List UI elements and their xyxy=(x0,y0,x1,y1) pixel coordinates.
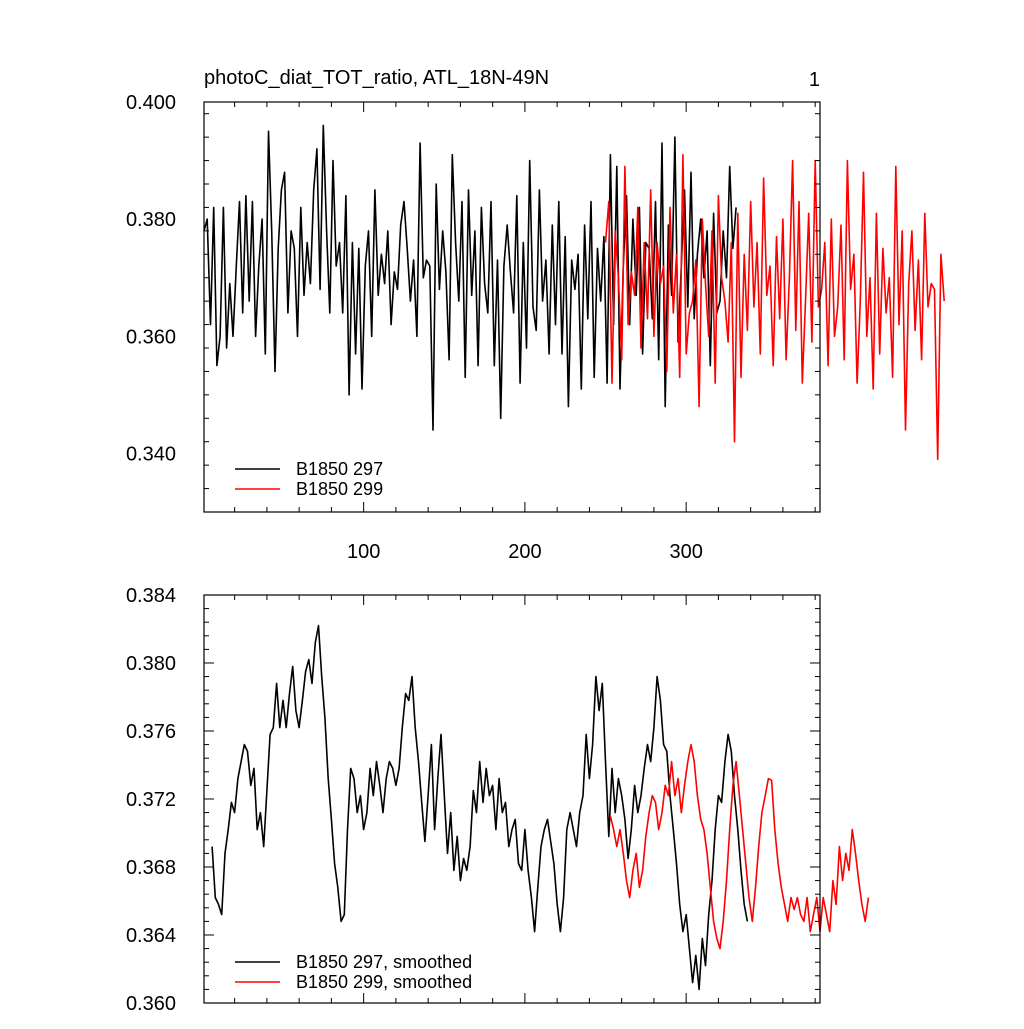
series-line-2 xyxy=(604,153,945,461)
y-tick-label: 0.376 xyxy=(126,721,176,743)
y-tick-label: 0.368 xyxy=(126,857,176,879)
bottom-panel: 0.360 0.364 0.368 0.372 0.376 0.380 0.384 B1850… xyxy=(126,585,870,1015)
top-panel: 100 200 300 0.340 0.360 0.380 0.400 B1850 297B1… xyxy=(126,92,945,563)
plot-frame xyxy=(203,101,821,513)
y-tick-label: 0.360 xyxy=(126,326,176,348)
series-line-2 xyxy=(609,743,870,950)
y-tick-label: 0.380 xyxy=(126,653,176,675)
y-tick-label: 0.360 xyxy=(126,993,176,1015)
y-tick-label: 0.364 xyxy=(126,925,176,947)
x-tick-label: 100 xyxy=(347,541,380,563)
panel-number: 1 xyxy=(809,69,820,91)
legend-label-1: B1850 297, smoothed xyxy=(296,952,472,972)
legend-label-1: B1850 297 xyxy=(296,459,383,479)
y-tick-label: 0.372 xyxy=(126,789,176,811)
y-tick-label: 0.384 xyxy=(126,585,176,607)
chart-title: photoC_diat_TOT_ratio, ATL_18N-49N xyxy=(204,67,549,89)
plot-frame xyxy=(203,594,821,1004)
legend-label-2: B1850 299, smoothed xyxy=(296,972,472,992)
series-line-1 xyxy=(211,624,749,991)
legend-label-2: B1850 299 xyxy=(296,479,383,499)
x-tick-label: 300 xyxy=(669,541,702,563)
x-tick-label: 200 xyxy=(508,541,541,563)
series-line-1 xyxy=(203,124,737,431)
y-tick-label: 0.380 xyxy=(126,209,176,231)
y-tick-label: 0.340 xyxy=(126,443,176,465)
y-tick-label: 0.400 xyxy=(126,92,176,114)
